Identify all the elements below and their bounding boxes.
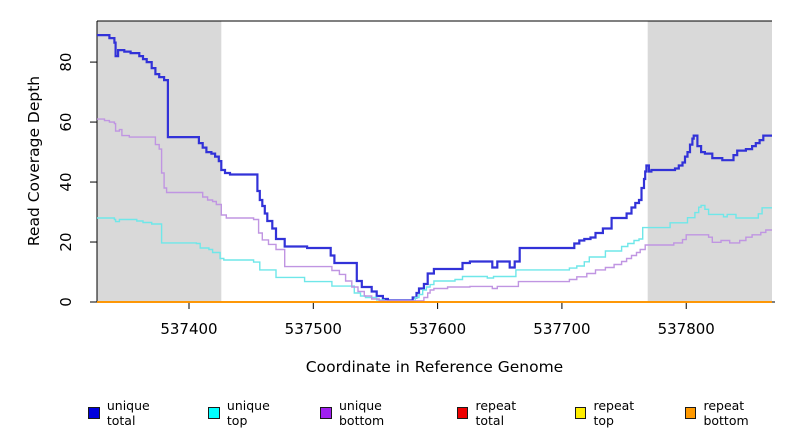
legend-item-unique-total: unique total: [88, 398, 181, 428]
legend-label: unique total: [106, 398, 150, 428]
shaded-region-right: [647, 21, 772, 302]
y-tick-label: 60: [57, 113, 75, 132]
series-unique-total: [97, 34, 772, 302]
legend-swatch-repeat-top: [574, 407, 587, 419]
shaded-region-left: [97, 21, 222, 302]
legend-label: repeat top: [593, 398, 635, 428]
legend-label: repeat total: [475, 398, 517, 428]
legend: unique total unique top unique bottom re…: [88, 398, 792, 428]
legend-swatch-repeat-total: [456, 407, 469, 419]
x-tick-label: 537500: [285, 320, 342, 338]
legend-label: unique top: [226, 398, 270, 428]
legend-item-unique-top: unique top: [208, 398, 293, 428]
x-tick-label: 537400: [160, 320, 217, 338]
legend-item-repeat-bottom: repeat bottom: [684, 398, 792, 428]
legend-swatch-unique-bottom: [320, 407, 332, 419]
legend-item-repeat-total: repeat total: [456, 398, 548, 428]
legend-label: repeat bottom: [703, 398, 749, 428]
y-tick-label: 0: [57, 297, 75, 307]
y-tick-label: 40: [57, 172, 75, 191]
legend-item-unique-bottom: unique bottom: [320, 398, 429, 428]
y-tick-label: 20: [57, 232, 75, 251]
legend-swatch-unique-total: [88, 407, 100, 419]
y-axis-title: Read Coverage Depth: [25, 75, 43, 247]
x-tick-label: 537600: [409, 320, 466, 338]
x-axis-title: Coordinate in Reference Genome: [305, 358, 564, 376]
series-unique-top: [97, 204, 772, 302]
y-tick-label: 80: [57, 53, 75, 72]
legend-label: unique bottom: [339, 398, 385, 428]
x-tick-label: 537800: [658, 320, 715, 338]
legend-item-repeat-top: repeat top: [574, 398, 658, 428]
series-unique-bottom: [97, 118, 772, 302]
x-tick-label: 537700: [533, 320, 590, 338]
legend-swatch-unique-top: [208, 407, 220, 419]
legend-swatch-repeat-bottom: [684, 407, 697, 419]
